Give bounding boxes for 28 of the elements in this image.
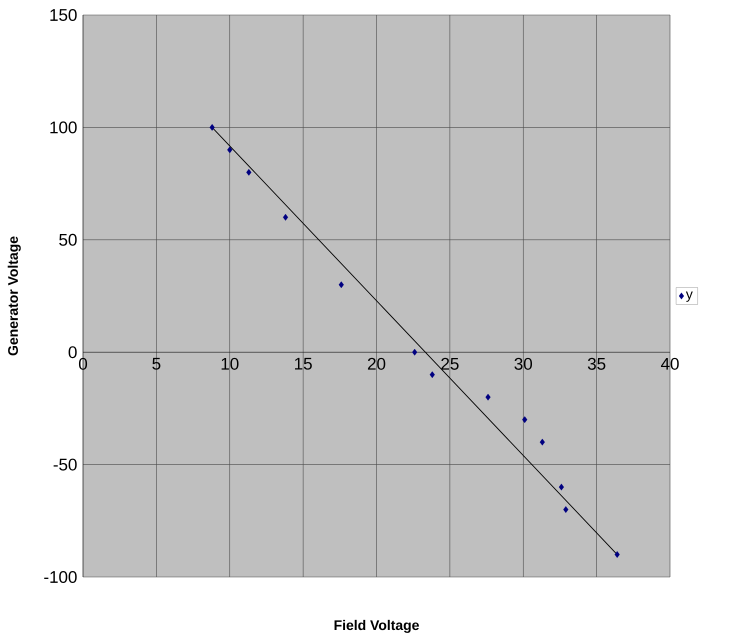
x-tick-label: 5 — [152, 358, 160, 370]
point — [540, 438, 545, 446]
point — [282, 214, 288, 221]
y-tick-label: -100 — [44, 570, 77, 583]
y-tick-label: 150 — [50, 8, 77, 21]
y-axis-title: Generator Voltage — [8, 236, 21, 356]
point — [485, 394, 491, 400]
point — [563, 506, 568, 513]
point — [430, 371, 435, 378]
point — [614, 551, 620, 558]
x-axis-title: Field Voltage — [334, 620, 419, 633]
x-tick-label: 40 — [660, 358, 679, 370]
point — [558, 484, 564, 490]
x-tick-label: 25 — [441, 358, 459, 370]
x-tick-label: 15 — [295, 358, 312, 370]
point — [412, 348, 418, 356]
point — [210, 124, 215, 131]
x-tick-label: 20 — [368, 358, 386, 370]
point — [338, 281, 344, 288]
y-tick-label: 0 — [68, 346, 77, 358]
point — [522, 416, 528, 423]
x-tick-label: 35 — [588, 358, 606, 370]
y-tick-label: -50 — [54, 458, 77, 470]
y-tick-label: 100 — [50, 121, 77, 134]
legend-label: y — [686, 291, 693, 302]
point — [246, 168, 252, 176]
point — [227, 146, 232, 154]
y-tick-label: 50 — [59, 234, 77, 246]
